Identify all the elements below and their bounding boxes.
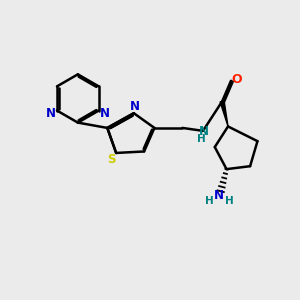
Text: H: H <box>205 196 214 206</box>
Text: N: N <box>214 189 224 202</box>
Polygon shape <box>220 101 228 126</box>
Text: H: H <box>224 196 233 206</box>
Text: N: N <box>46 107 56 120</box>
Text: H: H <box>197 134 206 144</box>
Text: N: N <box>130 100 140 113</box>
Text: N: N <box>99 107 110 120</box>
Text: S: S <box>107 153 115 166</box>
Text: N: N <box>199 125 208 138</box>
Text: O: O <box>232 73 242 86</box>
